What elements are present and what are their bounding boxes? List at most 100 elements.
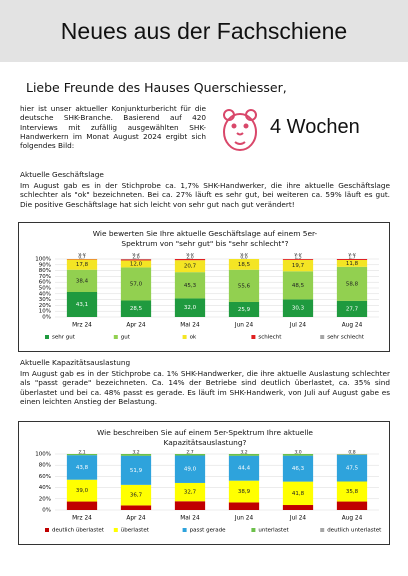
bar-segment bbox=[228, 269, 260, 302]
bar-segment bbox=[120, 259, 152, 261]
bar-segment bbox=[120, 505, 152, 510]
y-tick-label: 40% bbox=[39, 291, 51, 297]
chart-title: Wie bewerten Sie Ihre aktuelle Geschäfts… bbox=[92, 229, 318, 248]
data-label: 49,0 bbox=[184, 467, 197, 473]
legend-label: gut bbox=[121, 335, 131, 341]
legend-label: passt gerade bbox=[190, 528, 226, 534]
data-label: 27,7 bbox=[346, 306, 359, 312]
data-label: 57,0 bbox=[130, 281, 143, 287]
x-tick-label: Jun 24 bbox=[234, 323, 254, 329]
bar-segment bbox=[336, 259, 368, 267]
x-tick-label: Jun 24 bbox=[234, 516, 254, 522]
data-label: 41,8 bbox=[292, 491, 305, 497]
bar-segment bbox=[282, 271, 314, 300]
chart-plot: 0%10%20%30%40%50%60%70%80%90%100% Mrz 24 4… bbox=[35, 253, 379, 341]
data-label: 55,6 bbox=[238, 283, 251, 289]
data-label: 46,3 bbox=[292, 466, 305, 472]
bar-segment bbox=[228, 502, 260, 510]
x-tick-label: Aug 24 bbox=[342, 323, 363, 329]
chart-plot: 0%20%40%60%80%100%Mrz 2439,043,82,10,0Ap… bbox=[35, 450, 382, 534]
bar-segment bbox=[66, 501, 98, 510]
data-label: 12,0 bbox=[130, 261, 143, 267]
y-tick-label: 0% bbox=[42, 315, 51, 321]
data-label: 18,5 bbox=[238, 262, 251, 268]
bar-segment bbox=[66, 292, 98, 317]
data-label: 1,5 bbox=[294, 255, 301, 261]
bar-segment bbox=[66, 479, 98, 502]
bar-segment bbox=[174, 272, 206, 299]
greeting: Liebe Freunde des Hauses Querschiesser, bbox=[26, 80, 287, 95]
data-label: 44,4 bbox=[238, 466, 251, 472]
y-tick-label: 50% bbox=[39, 286, 51, 292]
x-tick-label: Jul 24 bbox=[289, 516, 307, 522]
legend-label: schlecht bbox=[258, 335, 282, 341]
data-label: 28,5 bbox=[130, 306, 143, 312]
data-label: 38,4 bbox=[76, 278, 89, 284]
header-title: Neues aus der Fachschiene bbox=[60, 18, 348, 44]
badge: 4 Wochen bbox=[270, 116, 360, 138]
bar-segment bbox=[174, 298, 206, 317]
legend-label: deutlich überlastet bbox=[52, 528, 105, 534]
section-text: Im August gab es in der Stichprobe ca. 1… bbox=[20, 369, 390, 406]
section-text: Im August gab es in der Stichprobe ca. 1… bbox=[20, 181, 390, 209]
legend-swatch bbox=[251, 335, 256, 339]
bar-segment bbox=[282, 505, 314, 510]
y-tick-label: 80% bbox=[39, 268, 51, 274]
chart: Wie beschreiben Sie auf einem 5er-Spektr… bbox=[18, 421, 390, 545]
legend-label: unterlastet bbox=[258, 528, 289, 534]
legend-swatch bbox=[320, 528, 325, 532]
data-label: 0,0 bbox=[186, 450, 193, 452]
data-label: 0,0 bbox=[294, 253, 301, 257]
data-label: 0,0 bbox=[240, 450, 247, 452]
x-tick-label: Aug 24 bbox=[342, 516, 363, 522]
legend-swatch bbox=[182, 528, 187, 532]
data-label: 19,7 bbox=[292, 263, 305, 269]
legend-swatch bbox=[320, 335, 325, 339]
data-label: 45,3 bbox=[184, 283, 197, 289]
bar-segment bbox=[174, 482, 206, 502]
legend-swatch bbox=[113, 335, 118, 339]
x-tick-label: Mrz 24 bbox=[72, 516, 92, 522]
bar-segment bbox=[228, 454, 260, 456]
bar-segment bbox=[66, 259, 98, 270]
data-label: 48,5 bbox=[292, 283, 305, 289]
data-label: 0,0 bbox=[240, 253, 247, 257]
y-tick-label: 0% bbox=[42, 508, 51, 514]
legend-label: sehr schlecht bbox=[327, 335, 365, 341]
data-label: 25,9 bbox=[238, 307, 251, 313]
legend-label: sehr gut bbox=[52, 335, 76, 341]
x-tick-label: Mrz 24 bbox=[72, 323, 92, 329]
data-label: 1,7 bbox=[348, 255, 355, 261]
section-heading: Aktuelle Kapazitätsauslastung bbox=[20, 358, 131, 367]
bar-segment bbox=[120, 454, 152, 456]
y-tick-label: 10% bbox=[39, 309, 51, 315]
data-label: 43,1 bbox=[76, 302, 88, 308]
bar-segment bbox=[228, 301, 260, 317]
bar-segment bbox=[336, 300, 368, 317]
data-label: 38,9 bbox=[238, 489, 251, 495]
data-label: 0,8 bbox=[348, 450, 355, 456]
data-label: 17,8 bbox=[76, 262, 89, 268]
header: Neues aus der Fachschiene bbox=[0, 0, 408, 62]
data-label: 0,5 bbox=[132, 253, 139, 257]
data-label: 0,0 bbox=[348, 253, 355, 257]
y-tick-label: 80% bbox=[39, 463, 51, 469]
data-label: 32,0 bbox=[184, 305, 197, 311]
bar-segment bbox=[228, 259, 260, 270]
y-tick-label: 60% bbox=[39, 280, 51, 286]
bar-segment bbox=[228, 455, 260, 481]
bar-segment bbox=[282, 259, 314, 272]
data-label: 0,0 bbox=[132, 450, 139, 452]
x-tick-label: Apr 24 bbox=[126, 323, 146, 329]
bar-segment bbox=[66, 455, 98, 480]
bar-segment bbox=[66, 454, 98, 456]
data-label: 2,7 bbox=[186, 450, 193, 456]
data-label: 0,0 bbox=[78, 450, 85, 452]
y-tick-label: 20% bbox=[39, 303, 51, 309]
bar-segment bbox=[174, 454, 206, 456]
y-tick-label: 70% bbox=[39, 274, 51, 280]
chart-title: Wie beschreiben Sie auf einem 5er-Spektr… bbox=[97, 428, 313, 447]
bar-segment bbox=[120, 484, 152, 506]
bar-segment bbox=[228, 480, 260, 503]
